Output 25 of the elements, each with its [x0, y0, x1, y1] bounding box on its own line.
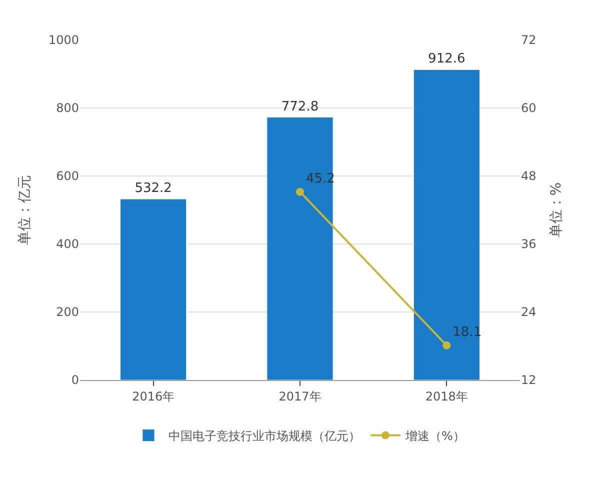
- data-label: 772.8: [281, 99, 319, 114]
- x-tick-label: 2017年: [278, 389, 322, 404]
- y-tick-label: 0: [71, 373, 79, 388]
- legend-label: 增速（%）: [404, 428, 465, 443]
- y-tick-label: 1000: [48, 33, 79, 48]
- y-tick-label: 200: [56, 305, 79, 320]
- y2-tick-label: 24: [521, 305, 536, 320]
- y2-tick-label: 36: [521, 237, 536, 252]
- y-tick-label: 800: [56, 101, 79, 116]
- data-label: 912.6: [428, 52, 466, 67]
- y-axis-title: 单位：亿元: [17, 175, 34, 245]
- data-label: 532.2: [134, 181, 172, 196]
- bar: [413, 69, 480, 380]
- y-tick-label: 600: [56, 169, 79, 184]
- y2-tick-label: 60: [521, 101, 536, 116]
- y2-tick-label: 12: [521, 373, 536, 388]
- bar: [266, 117, 334, 380]
- x-tick-label: 2016年: [132, 389, 175, 404]
- legend-label: 中国电子竞技行业市场规模（亿元）: [168, 428, 360, 443]
- y-tick-label: 400: [56, 237, 79, 252]
- y2-tick-label: 48: [521, 169, 536, 184]
- bar: [120, 198, 187, 380]
- y2-tick-label: 72: [521, 33, 536, 48]
- x-tick-label: 2018年: [425, 389, 468, 404]
- y2-axis-title: 单位：%: [548, 182, 565, 238]
